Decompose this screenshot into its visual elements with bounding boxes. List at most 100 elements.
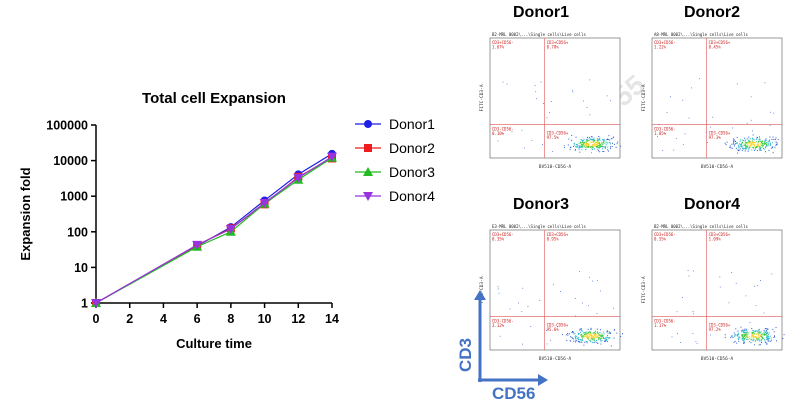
event-dot (738, 340, 740, 342)
event-dot (751, 138, 753, 140)
event-dot-sparse (502, 81, 504, 83)
event-dot-sparse (696, 343, 698, 344)
legend-marker-donor3 (363, 167, 373, 176)
event-dot (772, 328, 774, 330)
event-dot (761, 143, 763, 145)
event-dot (768, 332, 770, 334)
x-tick-label: 2 (126, 312, 133, 326)
event-dot (753, 333, 755, 335)
event-dot (592, 147, 594, 149)
event-dot (763, 330, 765, 332)
event-dot (729, 145, 731, 147)
event-dot-sparse (687, 270, 689, 271)
quadrant-q4-label-line: 97.3% (709, 135, 722, 140)
event-dot-sparse (521, 311, 523, 313)
axis-indicator-x-arrowhead (538, 374, 548, 386)
event-dot (602, 143, 604, 145)
event-dot (774, 336, 776, 338)
event-dot (753, 330, 755, 332)
event-dot-sparse (731, 272, 733, 273)
quadrant-q3-label-line: CD3-CD56- (492, 318, 514, 323)
event-dot-sparse (522, 343, 523, 345)
event-dot (575, 136, 577, 138)
event-dot (757, 336, 759, 338)
event-dot-sparse (757, 285, 759, 287)
event-dot (578, 142, 580, 144)
event-dot (746, 334, 748, 336)
event-dot (757, 333, 759, 335)
event-dot (580, 146, 582, 148)
event-dot (749, 337, 751, 339)
event-dot (750, 342, 752, 344)
event-dot (588, 332, 590, 334)
event-dot-sparse (692, 332, 694, 334)
quadrant-q4-label-line: CD3-CD56+ (709, 322, 731, 327)
event-dot (574, 149, 576, 151)
event-dot (758, 333, 760, 335)
event-dot (731, 335, 733, 337)
event-dot (581, 336, 583, 338)
event-dot (582, 142, 584, 144)
x-tick-label: 14 (325, 312, 339, 326)
event-dot (594, 334, 596, 336)
event-dot (762, 337, 764, 339)
event-dot (763, 333, 765, 335)
event-dot (574, 336, 576, 338)
event-dot (591, 335, 593, 337)
series-line-donor4 (95, 156, 333, 304)
event-dot (763, 332, 765, 334)
event-dot (579, 147, 581, 149)
event-dot (764, 139, 766, 141)
event-dot (743, 144, 745, 146)
event-dot (747, 337, 749, 339)
event-dot (744, 331, 746, 333)
event-dot (590, 141, 592, 143)
event-dot (746, 336, 748, 338)
event-dot (758, 145, 760, 147)
event-dot (590, 337, 592, 339)
event-dot (742, 336, 744, 338)
event-dot (756, 144, 758, 146)
event-dot (759, 147, 761, 149)
event-dot-sparse (749, 322, 751, 324)
event-dot (760, 340, 762, 342)
event-dot (764, 341, 766, 343)
event-dot (591, 148, 593, 150)
event-dot (756, 337, 758, 339)
event-dot (590, 332, 592, 334)
event-dot (750, 141, 752, 143)
event-dot (581, 139, 583, 141)
event-dot (756, 338, 758, 340)
event-dot (744, 333, 746, 335)
event-dot (767, 333, 769, 335)
event-dot (734, 340, 736, 342)
event-dot (592, 146, 594, 148)
event-dot (571, 336, 573, 338)
event-dot (767, 335, 769, 337)
event-dot (765, 342, 767, 344)
event-dot (594, 144, 596, 146)
event-dot (751, 332, 753, 334)
event-dot (590, 336, 592, 338)
event-dot (596, 336, 598, 338)
event-dot (608, 135, 610, 137)
event-dot (561, 334, 563, 336)
event-dot (741, 142, 743, 144)
event-dot (567, 334, 569, 336)
event-dot (597, 145, 599, 147)
event-dot (765, 327, 767, 329)
quadrant-q3-label: CD3-CD56-3.12% (492, 318, 514, 328)
event-dot (589, 331, 591, 333)
event-dot-sparse (521, 129, 523, 131)
event-dot (745, 148, 747, 150)
event-dot (753, 338, 755, 340)
event-dot-sparse (572, 89, 574, 91)
event-dot (576, 146, 578, 148)
event-dot (739, 144, 741, 146)
data-point-donor4 (91, 299, 101, 308)
event-dot (751, 328, 753, 330)
event-dot (582, 145, 584, 147)
event-dot (599, 332, 601, 334)
event-dot (590, 136, 592, 138)
event-dot (754, 148, 756, 150)
